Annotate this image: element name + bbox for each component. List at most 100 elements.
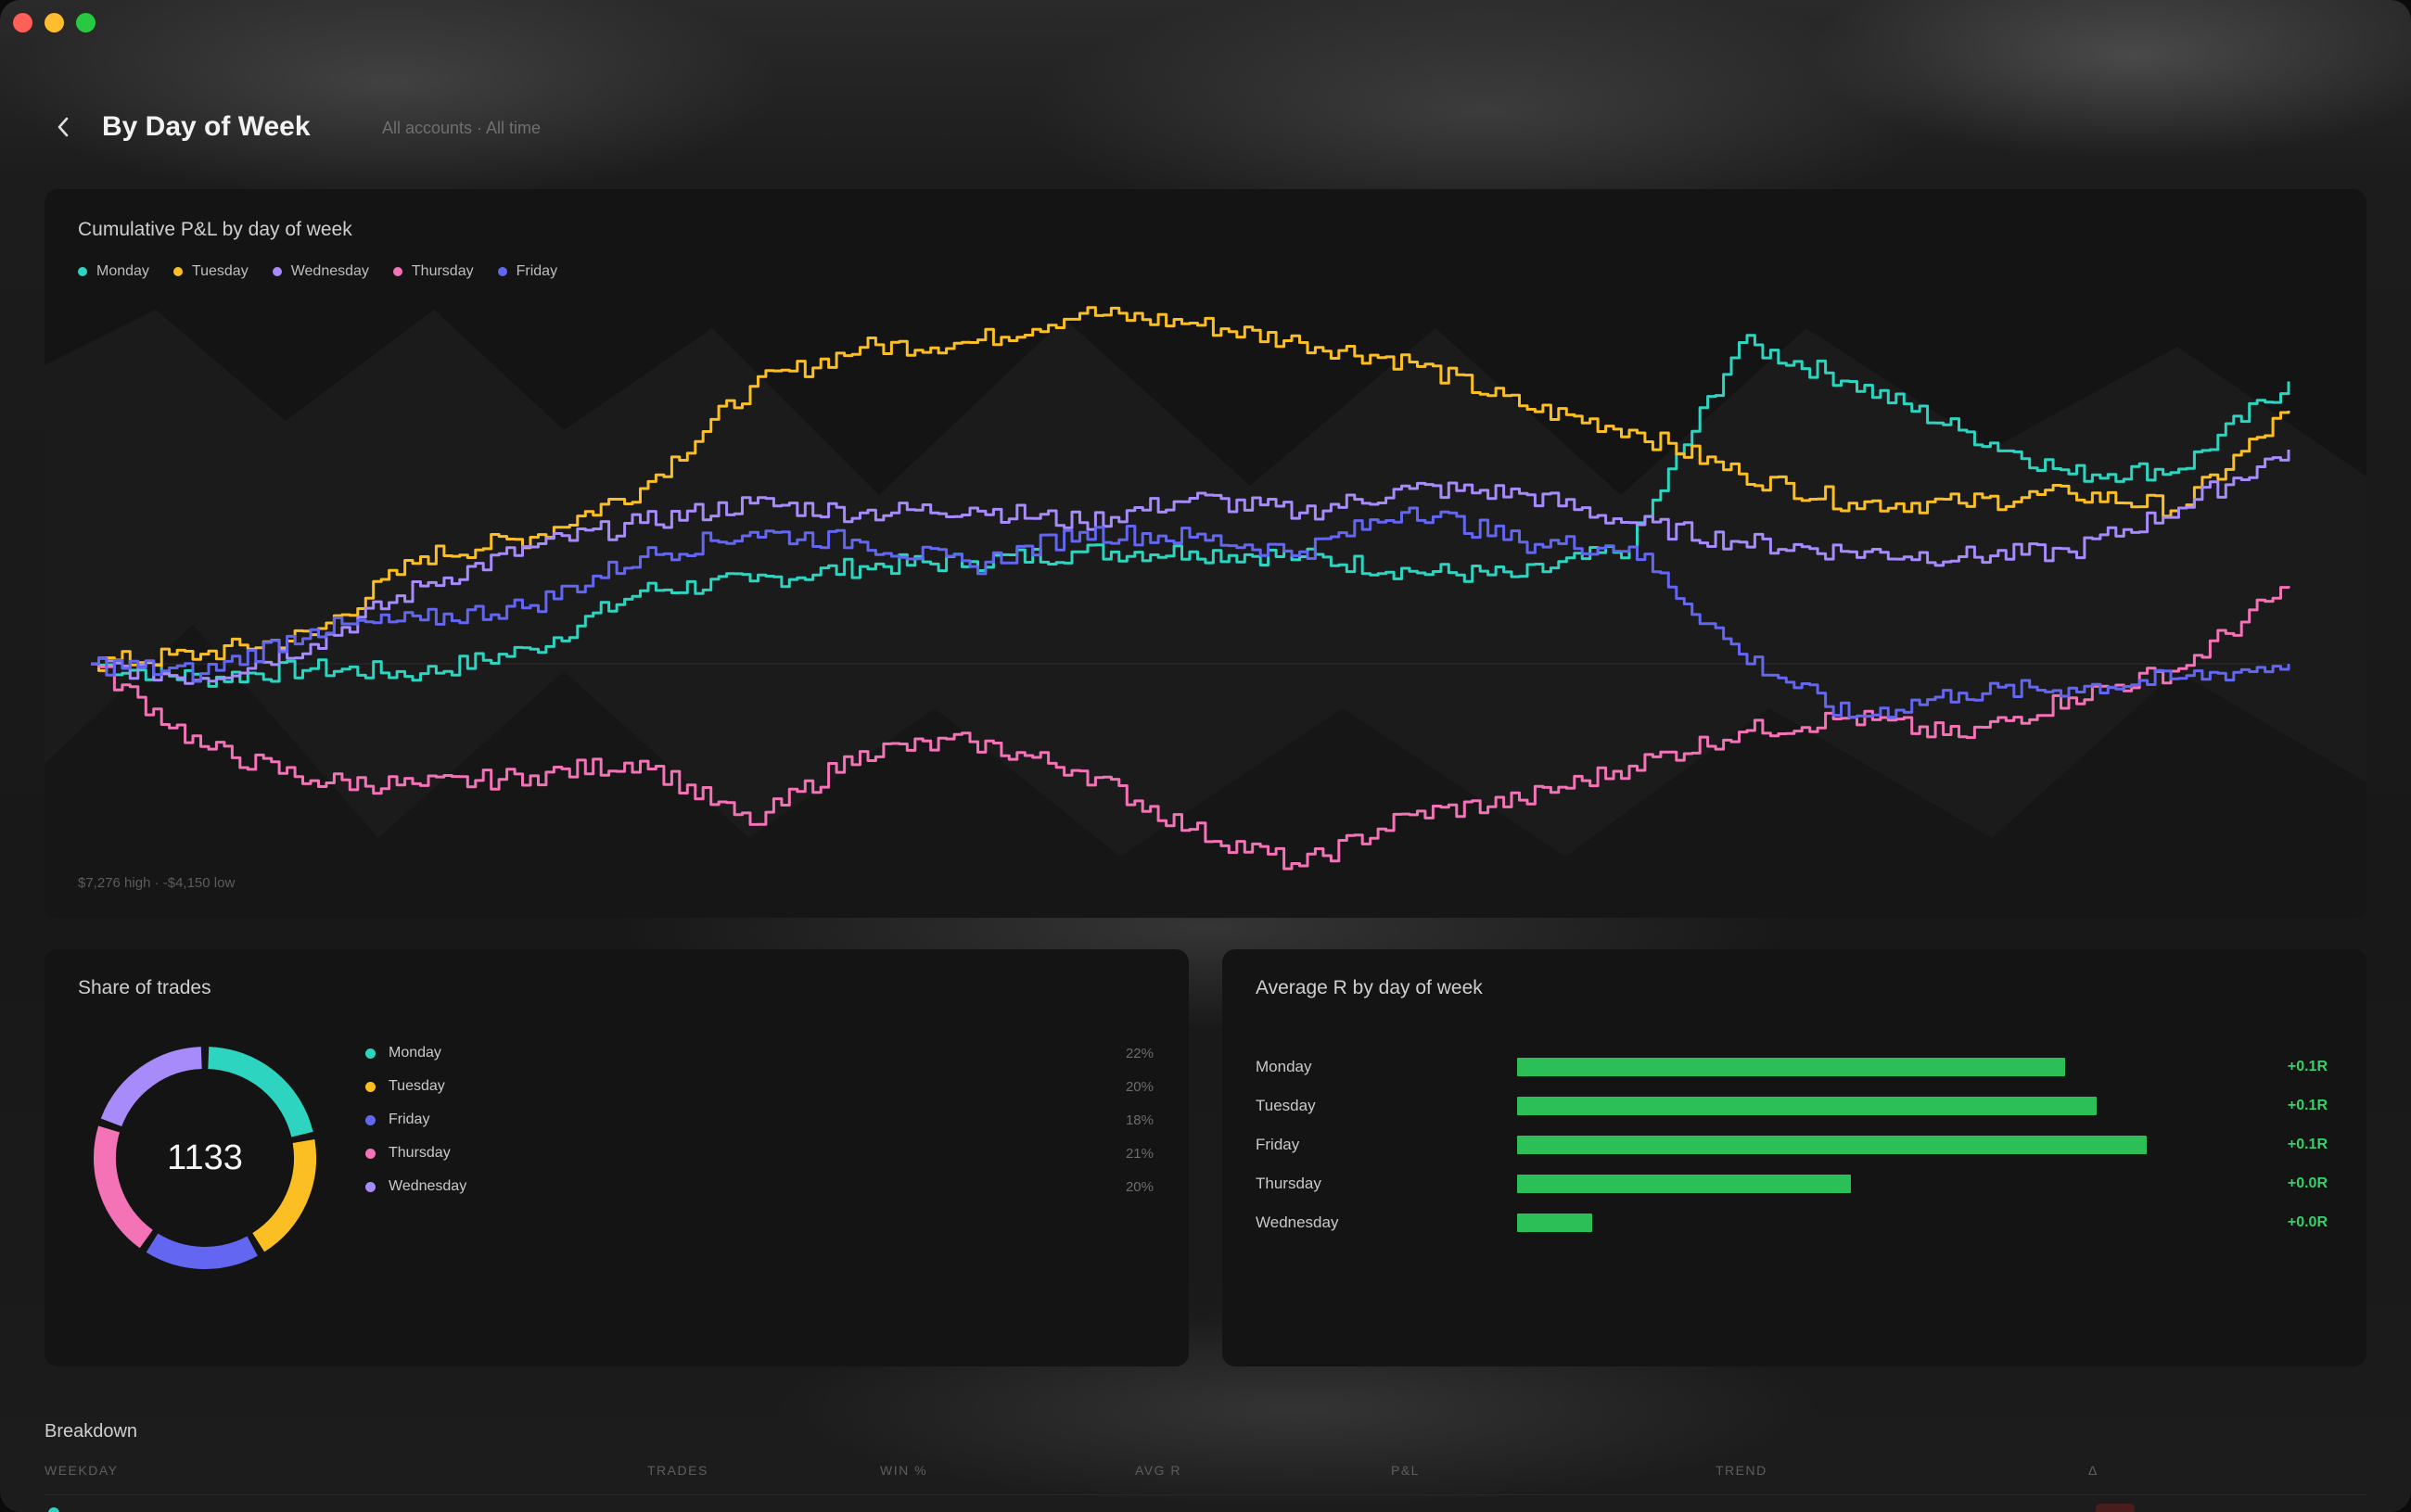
avg-r-bar (1517, 1058, 2065, 1076)
share-pct: 18% (1125, 1112, 1154, 1128)
share-of-trades-title: Share of trades (78, 977, 211, 998)
series-line-friday[interactable] (91, 506, 2290, 719)
legend-label: Thursday (411, 263, 474, 279)
avg-r-row-friday: Friday +0.1R (1256, 1125, 2331, 1164)
avg-r-value: +0.1R (2287, 1137, 2328, 1152)
avg-r-value: +0.0R (2287, 1175, 2328, 1191)
page-header: By Day of Week All accounts · All time (52, 104, 541, 150)
donut-slice-tuesday[interactable] (252, 1139, 316, 1252)
back-button[interactable] (52, 112, 74, 142)
legend-label: Wednesday (290, 263, 369, 279)
breakdown-title: Breakdown (45, 1421, 138, 1442)
legend-dot (497, 267, 507, 276)
legend-label: Friday (516, 263, 558, 279)
share-dot (365, 1048, 376, 1059)
avg-r-label: Friday (1256, 1136, 1300, 1153)
avg-r-row-tuesday: Tuesday +0.1R (1256, 1086, 2331, 1125)
cumulative-pl-title: Cumulative P&L by day of week (78, 219, 352, 240)
avg-r-track (1517, 1213, 2203, 1232)
share-of-trades-panel: Share of trades 1133 Monday 22% Tuesday … (45, 949, 1189, 1366)
avg-r-track (1517, 1136, 2203, 1154)
avg-r-value: +0.1R (2287, 1059, 2328, 1074)
column-header-trend[interactable]: TREND (1716, 1463, 1767, 1478)
donut-total: 1133 (167, 1137, 243, 1177)
column-header-win-pct[interactable]: WIN % (880, 1463, 928, 1478)
avg-r-row-thursday: Thursday +0.0R (1256, 1164, 2331, 1203)
legend-item-thursday[interactable]: Thursday (392, 263, 474, 280)
share-pct: 21% (1125, 1145, 1154, 1162)
share-label: Wednesday (389, 1178, 467, 1194)
avg-r-label: Wednesday (1256, 1213, 1339, 1231)
series-line-thursday[interactable] (91, 586, 2290, 870)
column-header-trades[interactable]: TRADES (647, 1463, 708, 1478)
avg-r-label: Tuesday (1256, 1097, 1316, 1114)
minimize-window-button[interactable] (45, 13, 64, 32)
column-header-pl[interactable]: P&L (1391, 1463, 1420, 1478)
share-dot (365, 1181, 376, 1192)
share-dot (365, 1081, 376, 1092)
donut-slice-friday[interactable] (146, 1233, 258, 1269)
avg-r-row-wednesday: Wednesday +0.0R (1256, 1203, 2331, 1242)
background-pattern (45, 625, 2366, 918)
chevron-left-icon (57, 117, 69, 137)
column-header-avg-r[interactable]: AVG R (1135, 1463, 1182, 1478)
avg-r-value: +0.0R (2287, 1214, 2328, 1230)
avg-r-bar (1517, 1097, 2097, 1115)
column-header-delta[interactable]: Δ (2088, 1463, 2098, 1478)
series-line-monday[interactable] (91, 334, 2290, 688)
share-label: Monday (389, 1045, 441, 1061)
page-title: By Day of Week (102, 111, 311, 142)
avg-r-track (1517, 1175, 2203, 1193)
breakdown-table-header: WEEKDAY TRADES WIN % AVG R P&L TREND Δ (45, 1463, 2366, 1483)
avg-r-track (1517, 1058, 2203, 1076)
legend-label: Tuesday (191, 263, 249, 279)
cumulative-pl-chart (45, 306, 2366, 918)
avg-r-row-monday: Monday +0.1R (1256, 1048, 2331, 1086)
cumulative-pl-panel: Cumulative P&L by day of week Monday Tue… (45, 189, 2366, 918)
legend-dot (172, 267, 183, 276)
share-pct: 20% (1125, 1178, 1154, 1195)
share-row-wednesday: Wednesday 20% (365, 1170, 1154, 1203)
column-header-weekday[interactable]: WEEKDAY (45, 1463, 119, 1478)
donut-slice-thursday[interactable] (94, 1125, 154, 1249)
legend-item-tuesday[interactable]: Tuesday (172, 263, 249, 280)
share-list: Monday 22% Tuesday 20% Friday 18% Thursd… (365, 1036, 1154, 1203)
row-weekday-dot (48, 1507, 59, 1512)
avg-r-bar (1517, 1213, 1593, 1232)
share-dot (365, 1148, 376, 1159)
zoom-window-button[interactable] (76, 13, 96, 32)
row-delta-badge (2096, 1504, 2135, 1512)
legend-item-wednesday[interactable]: Wednesday (272, 263, 369, 280)
share-row-friday: Friday 18% (365, 1103, 1154, 1137)
chart-legend: Monday Tuesday Wednesday Thursday Friday (78, 263, 557, 280)
legend-dot (392, 267, 402, 276)
avg-r-label: Thursday (1256, 1175, 1321, 1192)
legend-label: Monday (96, 263, 149, 279)
share-pct: 20% (1125, 1078, 1154, 1095)
average-r-panel: Average R by day of week Monday +0.1R Tu… (1222, 949, 2366, 1366)
share-donut-chart (94, 1047, 316, 1269)
avg-r-value: +0.1R (2287, 1098, 2328, 1113)
share-row-monday: Monday 22% (365, 1036, 1154, 1070)
window-controls (13, 13, 96, 32)
legend-dot (272, 267, 282, 276)
range-note: $7,276 high · -$4,150 low (78, 875, 236, 891)
share-dot (365, 1114, 376, 1125)
share-label: Thursday (389, 1145, 451, 1161)
series-line-tuesday[interactable] (91, 306, 2290, 672)
legend-item-monday[interactable]: Monday (78, 263, 149, 280)
donut-slice-wednesday[interactable] (100, 1047, 202, 1127)
legend-item-friday[interactable]: Friday (497, 263, 558, 280)
avg-r-label: Monday (1256, 1058, 1312, 1075)
donut-slice-monday[interactable] (208, 1047, 313, 1137)
table-row[interactable] (45, 1502, 2366, 1512)
legend-dot (78, 267, 87, 276)
share-label: Tuesday (389, 1078, 445, 1094)
breakdown-header-divider (45, 1494, 2366, 1495)
avg-r-bar (1517, 1175, 1851, 1193)
close-window-button[interactable] (13, 13, 32, 32)
series-line-wednesday[interactable] (91, 450, 2290, 685)
share-row-thursday: Thursday 21% (365, 1137, 1154, 1170)
avg-r-track (1517, 1097, 2203, 1115)
